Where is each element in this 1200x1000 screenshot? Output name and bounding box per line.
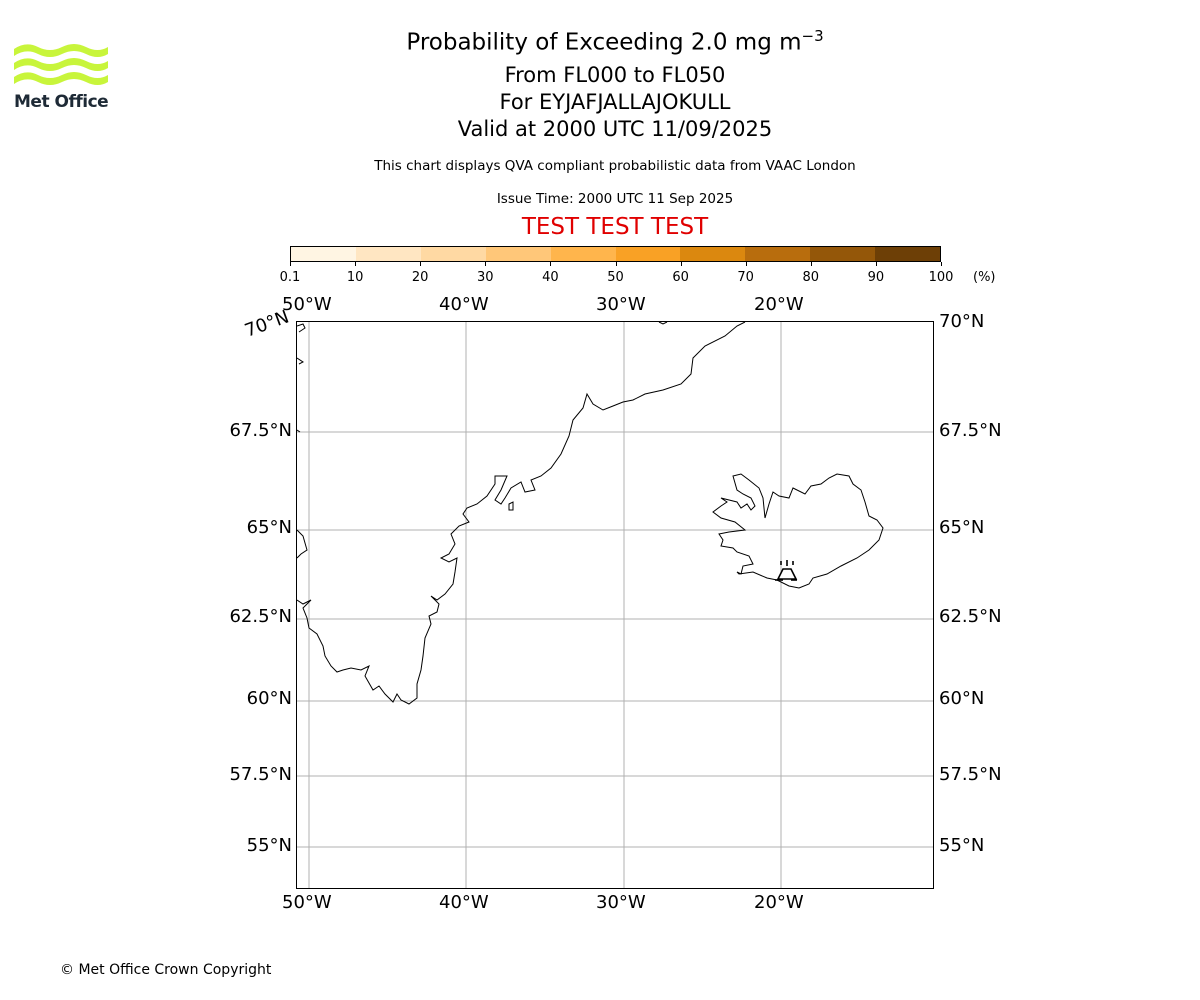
lat-label-left-57-5n: 57.5°N	[229, 764, 292, 785]
colorbar-tick-mark	[355, 262, 357, 266]
lat-label-left-55n: 55°N	[246, 835, 292, 856]
lon-label-bottom-50w: 50°W	[282, 892, 332, 913]
data-note: This chart displays QVA compliant probab…	[374, 158, 856, 174]
met-office-logo-waves	[14, 44, 108, 85]
lon-label-bottom-40w: 40°W	[439, 892, 489, 913]
lat-label-right-65n: 65°N	[939, 517, 985, 538]
colorbar-tick-mark	[941, 262, 942, 266]
colorbar-tick-mark	[420, 262, 422, 266]
colorbar-segment-8	[810, 247, 876, 261]
chart-title: Probability of Exceeding 2.0 mg m−3	[0, 27, 1200, 56]
lat-label-left-60n: 60°N	[246, 688, 292, 709]
colorbar-tick-label: 30	[477, 270, 494, 285]
title-superscript: −3	[801, 27, 824, 45]
lat-label-left-65n: 65°N	[246, 517, 292, 538]
volcano-name: For EYJAFJALLAJOKULL	[499, 90, 731, 114]
colorbar-tick-mark	[745, 262, 747, 266]
colorbar-tick-mark	[875, 262, 877, 266]
colorbar-tick-label: 50	[607, 270, 624, 285]
colorbar-tick-label: 0.1	[279, 270, 301, 285]
colorbar-segment-3	[485, 247, 551, 261]
issue-time: Issue Time: 2000 UTC 11 Sep 2025	[496, 191, 734, 207]
map-canvas	[296, 321, 933, 888]
colorbar-tick-label: 60	[672, 270, 689, 285]
colorbar-tick-label: 70	[737, 270, 754, 285]
map-frame	[296, 321, 934, 889]
colorbar-segment-1	[355, 247, 421, 261]
lon-label-top-20w: 20°W	[754, 294, 804, 315]
greenland-coastline	[296, 321, 746, 705]
lon-label-top-30w: 30°W	[596, 294, 646, 315]
colorbar-tick-mark	[810, 262, 812, 266]
lon-label-top-40w: 40°W	[439, 294, 489, 315]
colorbar-tick-label: 80	[802, 270, 820, 285]
colorbar-segment-5	[615, 247, 681, 261]
colorbar-tick-mark	[290, 262, 291, 266]
colorbar-tick-label: 90	[867, 270, 885, 285]
colorbar-tick-label: 10	[346, 270, 364, 285]
iceland-coastline	[712, 473, 884, 589]
title-main: Probability of Exceeding 2.0 mg m	[406, 29, 802, 56]
colorbar-segment-0	[291, 247, 356, 261]
lat-label-left-67-5n: 67.5°N	[229, 420, 292, 441]
lat-label-right-67-5n: 67.5°N	[939, 420, 1002, 441]
volcano-icon	[775, 560, 798, 581]
colorbar-segment-9	[875, 247, 941, 261]
lat-label-left-70n: 70°N	[242, 306, 292, 342]
colorbar-tick-label: 40	[542, 270, 559, 285]
colorbar-tick-mark	[615, 262, 617, 266]
colorbar-segment-7	[745, 247, 811, 261]
graticule	[297, 322, 933, 888]
test-banner: TEST TEST TEST	[521, 214, 709, 240]
colorbar-tick-label: 100	[928, 270, 954, 285]
colorbar-tick-mark	[485, 262, 487, 266]
lon-label-bottom-30w: 30°W	[596, 892, 646, 913]
lat-label-right-60n: 60°N	[939, 688, 985, 709]
valid-time: Valid at 2000 UTC 11/09/2025	[457, 117, 773, 141]
colorbar-unit: (%)	[973, 270, 996, 285]
copyright-notice: © Met Office Crown Copyright	[60, 962, 272, 978]
greenland-coast-west	[296, 529, 308, 559]
greenland-coast-top	[296, 323, 306, 433]
lat-label-left-62-5n: 62.5°N	[229, 606, 292, 627]
colorbar-tick-label: 20	[411, 270, 429, 285]
small-islet	[508, 321, 668, 511]
met-office-logo-text: Met Office	[14, 92, 109, 112]
colorbar-segment-4	[550, 247, 616, 261]
colorbar-segment-6	[680, 247, 746, 261]
colorbar-tick-mark	[680, 262, 682, 266]
flight-levels: From FL000 to FL050	[504, 63, 726, 87]
lat-label-right-62-5n: 62.5°N	[939, 606, 1002, 627]
colorbar-segment-2	[420, 247, 486, 261]
colorbar	[290, 246, 941, 262]
lon-label-top-50w: 50°W	[282, 294, 332, 315]
lat-label-right-70n: 70°N	[939, 311, 985, 332]
lon-label-bottom-20w: 20°W	[754, 892, 804, 913]
lat-label-right-57-5n: 57.5°N	[939, 764, 1002, 785]
colorbar-tick-mark	[550, 262, 552, 266]
lat-label-right-55n: 55°N	[939, 835, 985, 856]
